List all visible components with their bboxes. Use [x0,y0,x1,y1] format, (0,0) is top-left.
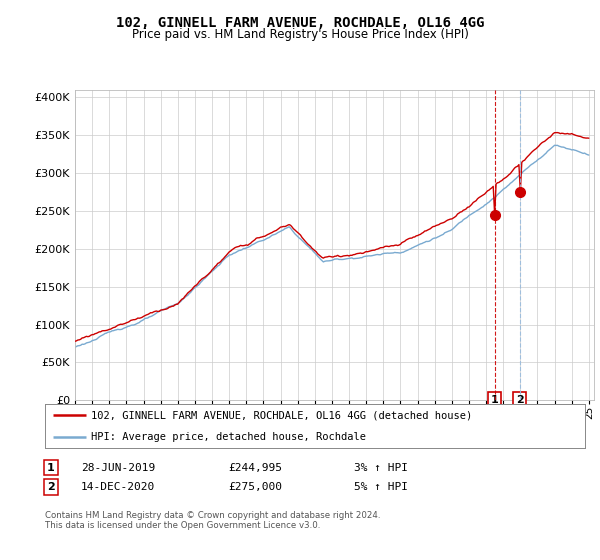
Text: 102, GINNELL FARM AVENUE, ROCHDALE, OL16 4GG: 102, GINNELL FARM AVENUE, ROCHDALE, OL16… [116,16,484,30]
Text: 3% ↑ HPI: 3% ↑ HPI [354,463,408,473]
Text: 102, GINNELL FARM AVENUE, ROCHDALE, OL16 4GG (detached house): 102, GINNELL FARM AVENUE, ROCHDALE, OL16… [91,410,472,420]
Text: 2: 2 [516,395,524,405]
Text: 1: 1 [47,463,55,473]
Text: HPI: Average price, detached house, Rochdale: HPI: Average price, detached house, Roch… [91,432,366,442]
Text: Contains HM Land Registry data © Crown copyright and database right 2024.
This d: Contains HM Land Registry data © Crown c… [45,511,380,530]
Text: 1: 1 [491,395,499,405]
Text: £275,000: £275,000 [228,482,282,492]
Text: 2: 2 [47,482,55,492]
Text: Price paid vs. HM Land Registry's House Price Index (HPI): Price paid vs. HM Land Registry's House … [131,28,469,41]
Text: 28-JUN-2019: 28-JUN-2019 [81,463,155,473]
Text: £244,995: £244,995 [228,463,282,473]
Text: 14-DEC-2020: 14-DEC-2020 [81,482,155,492]
Text: 5% ↑ HPI: 5% ↑ HPI [354,482,408,492]
